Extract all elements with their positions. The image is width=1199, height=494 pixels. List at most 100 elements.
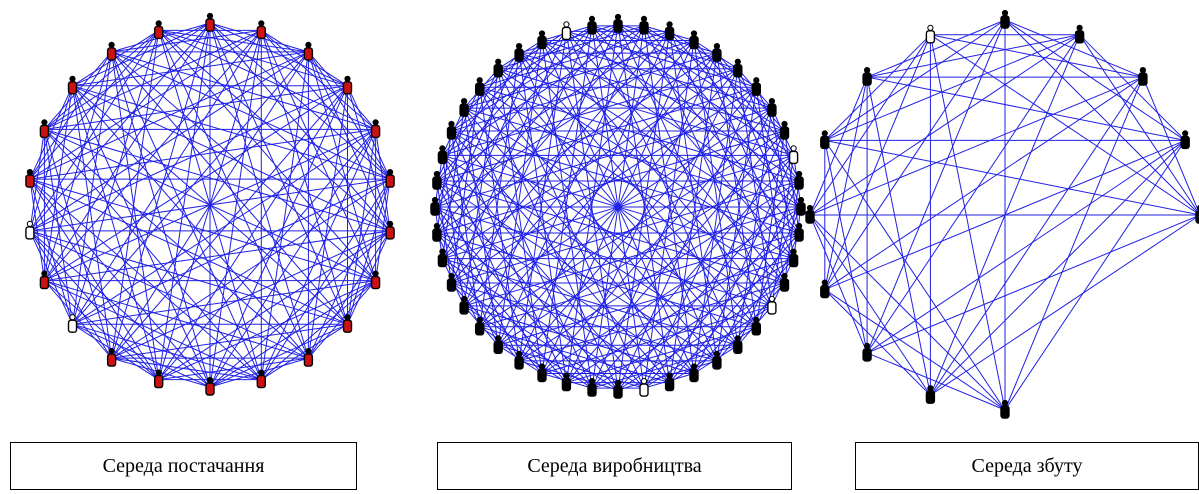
graph-edge <box>442 68 739 260</box>
graph-edge <box>463 107 593 389</box>
graph-edge <box>643 40 695 389</box>
graph-node <box>1074 24 1085 44</box>
graph-edge <box>1004 19 1186 141</box>
graph-edge <box>29 230 160 380</box>
graph-node <box>385 169 395 188</box>
graph-edge <box>347 178 391 325</box>
graph-edge <box>72 51 309 325</box>
graph-edge <box>436 180 785 284</box>
graph-edge <box>565 52 718 383</box>
graph-edge <box>451 130 757 328</box>
graph-edge <box>158 29 309 53</box>
graph-edge <box>29 22 211 232</box>
graph-node <box>779 120 790 140</box>
graph-edge <box>463 108 499 346</box>
graph-edge <box>434 25 593 208</box>
graph-edge <box>498 25 645 70</box>
graph-edge <box>1004 19 1199 215</box>
graph-edge <box>643 107 773 389</box>
graph-edge <box>111 30 160 359</box>
graph-edge <box>541 206 802 374</box>
graph-edge <box>111 85 348 359</box>
graph-node <box>432 222 442 242</box>
graph-edge <box>442 40 543 156</box>
graph-edge <box>809 214 931 396</box>
graph-edge <box>72 178 391 325</box>
graph-edge <box>111 51 391 180</box>
graph-edge <box>442 258 543 374</box>
graph-node <box>153 369 164 389</box>
graph-edge <box>1079 34 1199 215</box>
graph-edge <box>72 280 376 325</box>
graph-edge <box>497 154 794 346</box>
graph-edge <box>1004 140 1186 411</box>
graph-edge <box>479 52 718 328</box>
graph-edge <box>307 230 391 359</box>
graph-node <box>25 220 35 240</box>
graph-edge <box>809 76 1144 216</box>
graph-edge <box>518 53 567 383</box>
graph-node <box>820 279 830 299</box>
graph-edge <box>434 206 499 346</box>
graph-node <box>303 41 314 61</box>
graph-node <box>430 196 440 216</box>
graph-edge <box>441 155 465 306</box>
graph-edge <box>260 280 376 380</box>
graph-edge <box>463 68 499 306</box>
graph-node <box>1138 66 1148 86</box>
graph-edge <box>29 129 45 231</box>
graph-edge <box>72 128 376 325</box>
graph-edge <box>111 22 211 359</box>
graph-node <box>788 248 799 268</box>
graph-edge <box>158 357 309 381</box>
graph-edge <box>463 305 593 389</box>
graph-node <box>303 348 314 367</box>
graph-edge <box>565 23 619 383</box>
graph-edge <box>29 51 113 180</box>
graph-node <box>106 348 117 367</box>
graph-node <box>639 15 649 35</box>
graph-edge <box>44 30 262 281</box>
graph-edge <box>591 68 739 389</box>
graph-edge <box>1004 76 1144 411</box>
graph-node <box>493 58 503 78</box>
graph-node <box>587 15 597 35</box>
graph-node <box>689 363 699 383</box>
graph-edge <box>29 85 73 232</box>
graph-edge <box>434 68 499 208</box>
graph-node <box>432 170 442 190</box>
graph-edge <box>436 130 785 234</box>
graph-node <box>1000 399 1010 419</box>
graph-edge <box>436 23 619 234</box>
graph-edge <box>866 19 1006 78</box>
graph-node <box>67 75 78 95</box>
graph-edge <box>72 85 309 359</box>
graph-node <box>587 378 597 397</box>
graph-node <box>779 272 790 292</box>
graph-edge <box>308 51 376 130</box>
graph-edge <box>307 51 391 180</box>
graph-node <box>733 335 743 354</box>
graph-edge <box>29 178 211 388</box>
graph-edge <box>209 280 376 388</box>
graph-edge <box>498 258 794 346</box>
graph-edge <box>158 129 376 380</box>
graph-edge <box>451 282 520 362</box>
graph-edge <box>669 31 785 284</box>
graph-edge <box>479 130 785 328</box>
graph-node <box>613 379 623 399</box>
graph-edge <box>44 280 112 359</box>
graph-node <box>205 12 215 32</box>
graph-edge <box>541 107 773 374</box>
network-graphs <box>25 9 1199 419</box>
graph-edge <box>29 178 160 380</box>
graph-node <box>1000 9 1010 29</box>
graph-edge <box>463 107 695 374</box>
graph-edge <box>930 34 1199 215</box>
graph-edge <box>1142 76 1199 214</box>
graph-edge <box>158 230 391 381</box>
graph-edge <box>72 323 211 388</box>
graph-edge <box>158 30 262 380</box>
graph-node <box>370 270 381 290</box>
graph-panel-0 <box>25 12 395 396</box>
